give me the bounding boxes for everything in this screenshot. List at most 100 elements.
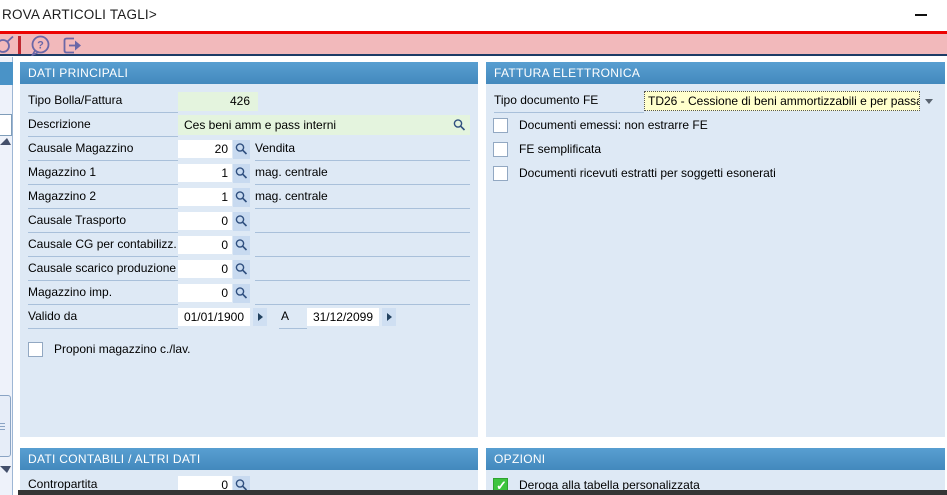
field-label: Magazzino 1 (28, 161, 178, 185)
search-icon (235, 287, 248, 299)
toolbar-divider (18, 36, 21, 54)
lookup-button[interactable] (233, 187, 250, 207)
toolbar: ? (0, 34, 947, 57)
field-label: Tipo Bolla/Fattura (28, 89, 178, 113)
search-icon (235, 215, 248, 227)
field-row-descrizione: Descrizione Ces beni amm e pass interni (20, 113, 478, 137)
magazzino-2-input[interactable]: 1 (178, 188, 232, 206)
causale-magazzino-input[interactable]: 20 (178, 140, 232, 158)
field-desc (255, 257, 470, 281)
field-label: Magazzino imp. (28, 281, 178, 305)
lookup-button[interactable] (233, 163, 250, 183)
field-row-valido-da: Valido da 01/01/1900 A 31/12/2099 (20, 305, 478, 329)
field-desc (255, 209, 470, 233)
grip-line (0, 426, 5, 427)
tipo-documento-fe-select[interactable]: TD26 - Cessione di beni ammortizzabili e… (644, 91, 920, 111)
field-label: Causale CG per contabilizz. (28, 233, 178, 257)
field-row-tipo-bolla: Tipo Bolla/Fattura 426 (20, 89, 478, 113)
scrollbar-thumb[interactable] (0, 395, 11, 457)
checkbox-label: Deroga alla tabella personalizzata (519, 478, 700, 492)
section-title: OPZIONI (486, 448, 945, 470)
field-row-magazzino-1: Magazzino 1 1 mag. centrale (20, 161, 478, 185)
field-row-causale-trasporto: Causale Trasporto 0 (20, 209, 478, 233)
lookup-button[interactable] (233, 139, 250, 159)
lookup-button[interactable] (233, 259, 250, 279)
lookup-button[interactable] (233, 475, 250, 495)
search-icon (235, 167, 248, 179)
date-picker-button[interactable] (253, 308, 267, 326)
exit-icon (63, 37, 81, 54)
svg-text:?: ? (37, 40, 44, 52)
minimize-button[interactable] (911, 8, 931, 22)
search-icon (235, 239, 248, 251)
search-icon (235, 143, 248, 155)
fe-checkbox-row: Documenti ricevuti estratti per soggetti… (486, 161, 945, 185)
search-icon[interactable] (453, 118, 466, 132)
fe-checkbox-row: FE semplificata (486, 137, 945, 161)
field-desc: mag. centrale (255, 185, 470, 209)
lookup-button[interactable] (233, 283, 250, 303)
field-desc (255, 233, 470, 257)
field-label: Descrizione (28, 113, 178, 137)
date-picker-button[interactable] (382, 308, 396, 326)
lookup-button[interactable] (233, 235, 250, 255)
field-row-causale-scarico: Causale scarico produzione 0 (20, 257, 478, 281)
cropped-input (0, 114, 12, 136)
field-desc (255, 281, 470, 305)
chevron-down-icon (925, 98, 933, 104)
contropartita-input[interactable]: 0 (178, 476, 232, 494)
section-title: FATTURA ELETTRONICA (486, 62, 945, 84)
magazzino-1-input[interactable]: 1 (178, 164, 232, 182)
lookup-button[interactable] (233, 211, 250, 231)
fe-semplificata-checkbox[interactable] (493, 141, 508, 157)
panel-opzioni: OPZIONI Deroga alla tabella personalizza… (486, 448, 945, 495)
field-label: Tipo documento FE (494, 89, 644, 113)
causale-scarico-input[interactable]: 0 (178, 260, 232, 278)
causale-trasporto-input[interactable]: 0 (178, 212, 232, 230)
field-row-tipo-documento-fe: Tipo documento FE TD26 - Cessione di ben… (486, 89, 945, 113)
field-label: Contropartita (28, 473, 178, 495)
tipo-bolla-value[interactable]: 426 (178, 91, 258, 111)
search-icon (235, 191, 248, 203)
search-icon (0, 35, 14, 53)
valid-from-input[interactable]: 01/01/1900 (178, 308, 250, 326)
to-label: A (279, 305, 307, 329)
documenti-ricevuti-checkbox[interactable] (493, 165, 508, 181)
causale-cg-input[interactable]: 0 (178, 236, 232, 254)
field-desc: Vendita (255, 137, 470, 161)
cropped-panel-header (0, 62, 13, 85)
title-bar: ROVA ARTICOLI TAGLI> (0, 0, 947, 31)
field-row-causale-magazzino: Causale Magazzino 20 Vendita (20, 137, 478, 161)
magazzino-imp-input[interactable]: 0 (178, 284, 232, 302)
scroll-up-icon[interactable] (0, 138, 11, 145)
arrow-right-icon (386, 313, 392, 321)
valid-to-input[interactable]: 31/12/2099 (307, 308, 379, 326)
field-label: Causale scarico produzione (28, 257, 178, 281)
dropdown-arrow-button[interactable] (921, 91, 937, 111)
field-label: Magazzino 2 (28, 185, 178, 209)
field-row-magazzino-2: Magazzino 2 1 mag. centrale (20, 185, 478, 209)
search-toolbar-button[interactable] (0, 35, 16, 55)
grip-line (0, 423, 5, 424)
panel-dati-contabili: DATI CONTABILI / ALTRI DATI Contropartit… (20, 448, 478, 495)
search-icon (235, 479, 248, 491)
documenti-emessi-checkbox[interactable] (493, 117, 508, 133)
descrizione-input[interactable]: Ces beni amm e pass interni (178, 115, 470, 135)
exit-button[interactable] (61, 35, 85, 55)
descrizione-value: Ces beni amm e pass interni (184, 118, 337, 132)
field-label: Valido da (28, 305, 178, 329)
field-label: Causale Magazzino (28, 137, 178, 161)
panel-fattura-elettronica: FATTURA ELETTRONICA Tipo documento FE TD… (486, 62, 945, 437)
arrow-right-icon (257, 313, 263, 321)
field-desc: mag. centrale (255, 161, 470, 185)
proponi-magazzino-checkbox[interactable] (28, 341, 43, 357)
scroll-down-icon[interactable] (0, 466, 11, 473)
field-row-contropartita: Contropartita 0 (20, 473, 478, 495)
left-scrollbar[interactable] (0, 57, 13, 495)
field-row-causale-cg: Causale CG per contabilizz. 0 (20, 233, 478, 257)
field-row-magazzino-imp: Magazzino imp. 0 (20, 281, 478, 305)
help-button[interactable]: ? (29, 35, 53, 57)
field-label: Causale Trasporto (28, 209, 178, 233)
section-title: DATI PRINCIPALI (20, 62, 478, 84)
